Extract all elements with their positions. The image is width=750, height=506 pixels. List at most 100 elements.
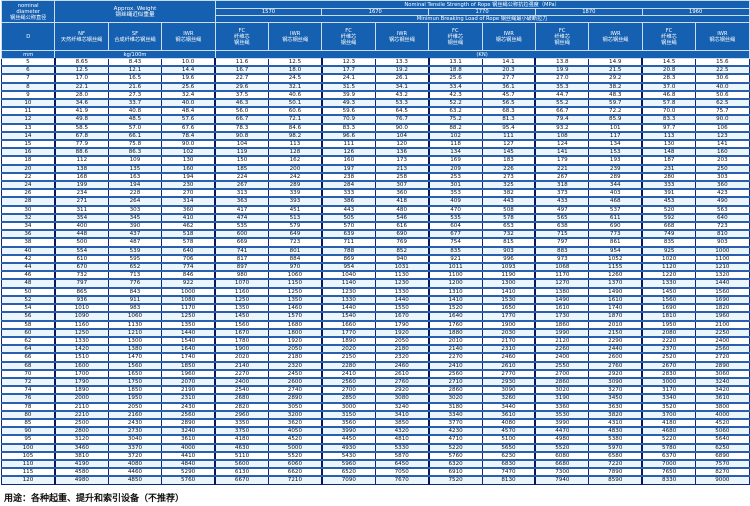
value-cell: 1610 — [588, 295, 644, 306]
value-cell: 490 — [695, 197, 750, 207]
value-cell: 3020 — [428, 394, 483, 404]
value-cell: 17.7 — [321, 66, 376, 76]
value-cell: 5520 — [534, 443, 590, 453]
value-cell: 2310 — [481, 345, 537, 355]
value-cell: 1650 — [107, 369, 163, 379]
value-cell: 2760 — [374, 377, 430, 388]
value-cell: 1770 — [481, 312, 537, 322]
value-cell: 903 — [695, 238, 750, 248]
value-cell: 996 — [481, 254, 537, 265]
value-cell: 2890 — [267, 394, 323, 404]
value-cell: 2560 — [428, 369, 483, 379]
diameter-cell: 95 — [0, 435, 56, 445]
value-cell: 90.0 — [161, 140, 217, 150]
value-cell: 1070 — [214, 279, 269, 289]
diameter-cell: 60 — [0, 328, 56, 338]
col-1960-iwr: IWR 钢芯钢丝绳 — [695, 22, 750, 51]
value-cell: 2370 — [641, 345, 697, 355]
value-cell: 3610 — [481, 410, 537, 420]
table-row: 13 58.5 57.0 67.6 78.3 84.6 83.3 90.0 88.2 95.4 93… — [0, 123, 750, 133]
value-cell: 1450 — [641, 287, 697, 297]
diameter-cell: 22 — [0, 172, 56, 183]
value-cell: 1200 — [428, 279, 483, 289]
value-cell: 90.0 — [374, 123, 430, 133]
value-cell: 1250 — [161, 312, 217, 322]
value-cell: 2460 — [481, 353, 537, 363]
value-cell: 1120 — [641, 263, 697, 273]
value-cell: 468 — [588, 197, 644, 207]
value-cell: 1410 — [481, 287, 537, 297]
table-row: 50 865 843 1000 1160 1250 1230 1330 1310 1410 1380… — [0, 287, 750, 297]
value-cell: 546 — [374, 213, 430, 224]
value-cell: 410 — [161, 213, 217, 224]
value-cell: 508 — [481, 205, 537, 215]
value-cell: 72.1 — [267, 115, 323, 125]
diameter-cell: 8 — [0, 82, 56, 92]
table-row: 14 67.8 66.1 78.4 90.8 98.2 96.6 104 102 111 108 11… — [0, 131, 750, 142]
weight-col-sf: SF 合成纤维芯钢丝绳 — [107, 22, 163, 51]
value-cell: 45.7 — [481, 90, 537, 101]
diameter-cell: 44 — [0, 263, 56, 273]
value-cell: 443 — [321, 205, 376, 215]
value-cell: 1380 — [534, 287, 590, 297]
value-cell: 518 — [161, 230, 217, 240]
value-cell: 43.2 — [374, 90, 430, 101]
value-cell: 3040 — [107, 435, 163, 445]
diameter-cell: 64 — [0, 345, 56, 355]
value-cell: 11.6 — [214, 58, 269, 68]
diameter-cell: 32 — [0, 213, 56, 224]
value-cell: 409 — [428, 197, 483, 207]
value-cell: 2310 — [161, 394, 217, 404]
value-cell: 1300 — [107, 336, 163, 347]
value-cell: 14.9 — [588, 58, 644, 68]
value-cell: 119 — [214, 148, 269, 158]
value-cell: 7470 — [481, 468, 537, 478]
value-cell: 1052 — [588, 254, 644, 265]
value-cell: 4190 — [54, 459, 109, 470]
value-cell: 7300 — [534, 468, 590, 478]
value-cell: 24.5 — [267, 74, 323, 84]
value-cell: 715 — [534, 230, 590, 240]
value-cell: 1560 — [695, 287, 750, 297]
value-cell: 1900 — [214, 345, 269, 355]
value-cell: 5220 — [641, 435, 697, 445]
value-cell: 3340 — [428, 410, 483, 420]
value-cell: 1270 — [534, 279, 590, 289]
value-cell: 209 — [428, 164, 483, 174]
value-cell: 22.5 — [695, 66, 750, 76]
value-cell: 1850 — [107, 386, 163, 396]
value-cell: 3610 — [161, 435, 217, 445]
col-1570-iwr: IWR 钢芯钢丝绳 — [267, 22, 323, 51]
table-row: 72 1790 1750 2070 2400 2600 2560 2760 2710 2930 28… — [0, 377, 750, 388]
value-cell: 84.6 — [267, 123, 323, 133]
value-cell: 66.7 — [214, 115, 269, 125]
value-cell: 668 — [641, 222, 697, 232]
value-cell: 163 — [107, 172, 163, 183]
value-cell: 183 — [481, 156, 537, 166]
value-cell: 1260 — [588, 271, 644, 281]
value-cell: 36.1 — [481, 82, 537, 92]
value-cell: 1490 — [534, 295, 590, 306]
value-cell: 24.1 — [321, 74, 376, 84]
value-cell: 96.6 — [321, 131, 376, 142]
value-cell: 1150 — [267, 279, 323, 289]
value-cell: 4680 — [641, 427, 697, 437]
diameter-cell: 48 — [0, 279, 56, 289]
diameter-cell: 38 — [0, 238, 56, 248]
value-cell: 1880 — [428, 328, 483, 338]
diameter-cell: 16 — [0, 148, 56, 158]
value-cell: 63.2 — [428, 107, 483, 117]
value-cell: 3150 — [321, 410, 376, 420]
value-cell: 289 — [588, 172, 644, 183]
table-row: 48 797 776 922 1070 1150 1140 1230 1200 1300 1270 1… — [0, 279, 750, 289]
value-cell: 723 — [267, 238, 323, 248]
value-cell: 75.2 — [428, 115, 483, 125]
value-cell: 62.5 — [695, 99, 750, 109]
value-cell: 1700 — [54, 369, 109, 379]
value-cell: 940 — [374, 254, 430, 265]
value-cell: 12.3 — [321, 58, 376, 68]
value-cell: 1560 — [107, 361, 163, 371]
value-cell: 70.0 — [641, 107, 697, 117]
value-cell: 7000 — [641, 459, 697, 470]
value-cell: 3340 — [641, 394, 697, 404]
